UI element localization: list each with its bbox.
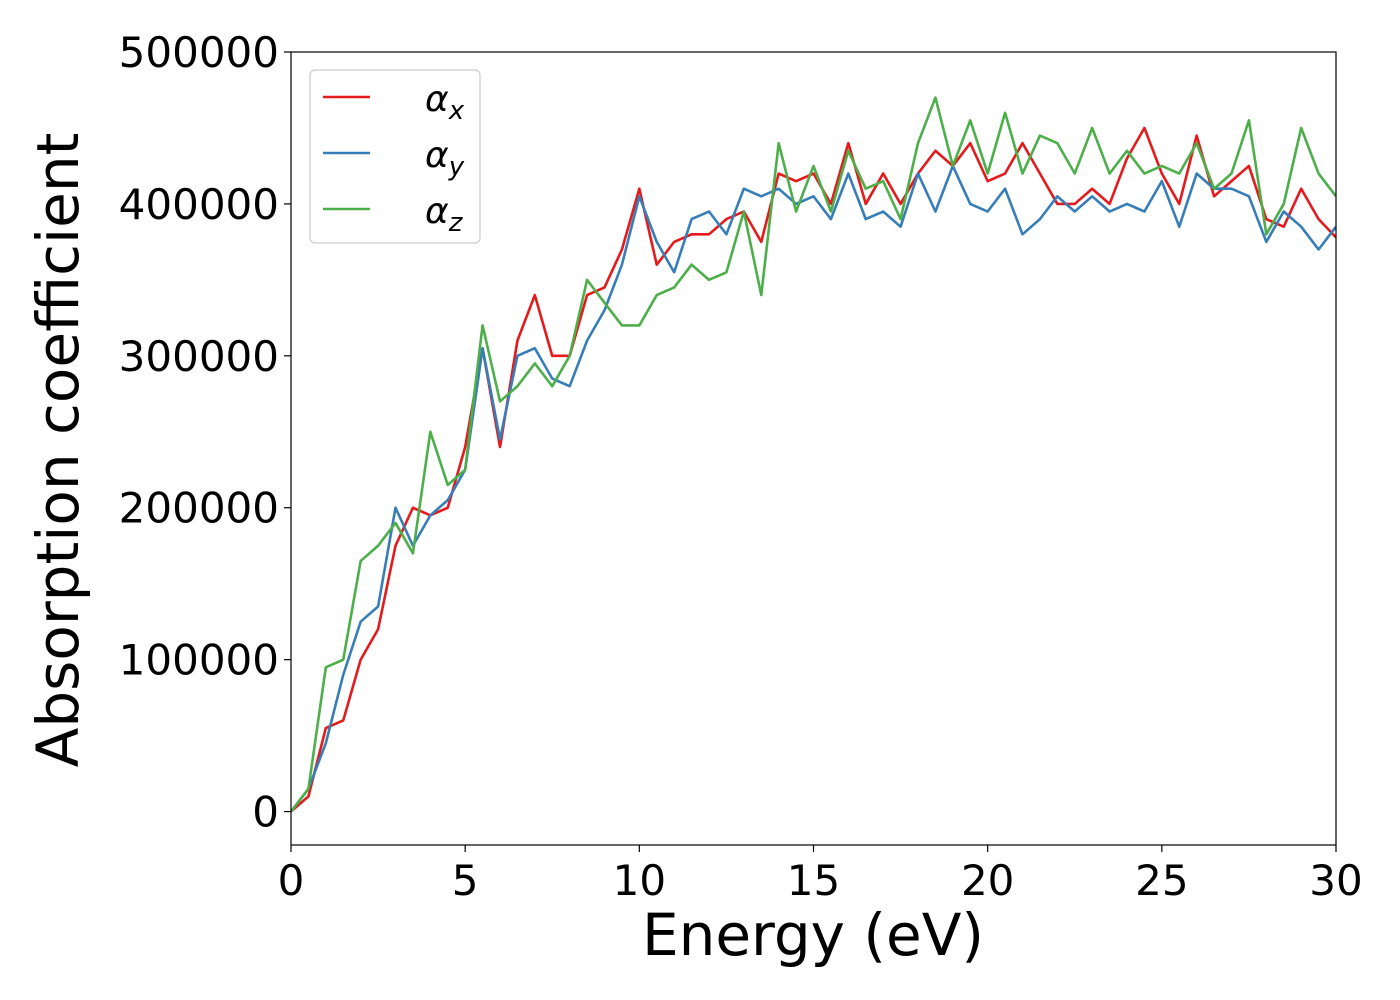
x-tick-label: 10 (613, 856, 666, 905)
y-tick-label: 100000 (119, 636, 279, 685)
data-line (291, 164, 1336, 813)
plot-lines (291, 96, 1336, 813)
y-tick-label: 300000 (119, 332, 279, 381)
plot-frame (290, 51, 1337, 846)
legend-label: αz (425, 191, 464, 238)
x-tick-label: 20 (961, 856, 1014, 905)
legend-box (309, 69, 481, 244)
y-tick-label: 500000 (119, 28, 279, 77)
y-axis-label: Absorption coefficient (24, 133, 92, 768)
y-tick-label: 200000 (119, 484, 279, 533)
x-tick-label: 5 (452, 856, 479, 905)
legend-label: αy (425, 135, 465, 182)
x-tick-label: 15 (787, 856, 840, 905)
data-line (291, 96, 1336, 813)
x-tick-label: 25 (1135, 856, 1188, 905)
legend-label: αx (425, 79, 465, 126)
x-tick-label: 0 (278, 856, 305, 905)
x-tick-label: 30 (1309, 856, 1362, 905)
data-line (291, 126, 1336, 813)
y-tick-label: 0 (252, 788, 279, 837)
y-tick-label: 400000 (119, 180, 279, 229)
x-axis-label: Energy (eV) (642, 901, 984, 969)
